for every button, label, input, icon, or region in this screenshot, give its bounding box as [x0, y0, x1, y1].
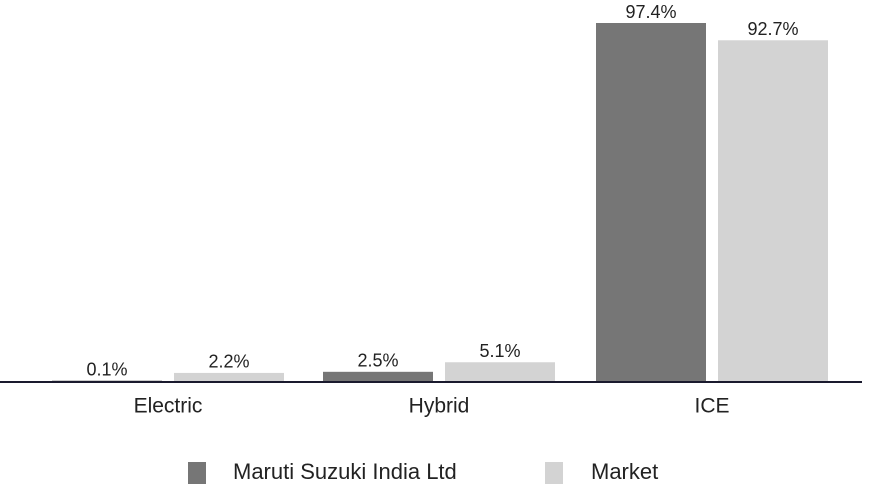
bar [596, 23, 706, 381]
x-tick-label: Electric [134, 395, 203, 418]
bar [174, 372, 284, 381]
legend-swatch [188, 462, 206, 484]
bar [445, 362, 555, 381]
bar [718, 40, 828, 382]
value-label: 97.4% [625, 2, 676, 22]
bar [323, 371, 433, 381]
value-label: 2.5% [357, 351, 398, 371]
value-label: 5.1% [479, 341, 520, 361]
legend-label: Market [591, 459, 658, 484]
x-tick-label: ICE [694, 395, 729, 418]
value-label: 0.1% [86, 359, 127, 379]
x-tick-label: Hybrid [409, 395, 470, 418]
value-label: 2.2% [208, 352, 249, 372]
value-label: 92.7% [747, 19, 798, 39]
legend-swatch [545, 462, 563, 484]
legend-label: Maruti Suzuki India Ltd [233, 459, 457, 484]
